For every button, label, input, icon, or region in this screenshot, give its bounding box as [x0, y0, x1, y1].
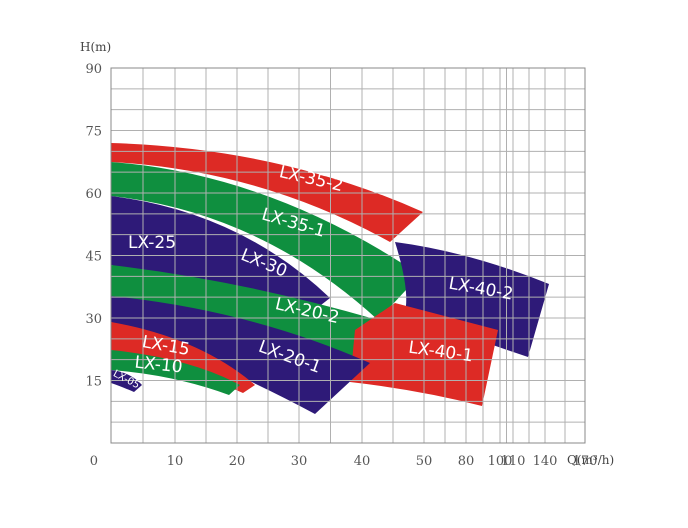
x-tick-label: 100: [488, 454, 513, 469]
y-axis-title: H(m): [80, 40, 111, 54]
band-lx-40-2: [395, 242, 549, 357]
y-tick-label: 15: [85, 375, 102, 390]
y-tick-label: 45: [85, 250, 102, 265]
x-axis-title: Q(m³/h): [567, 453, 614, 467]
band-lx-35-1: [111, 162, 420, 320]
band-label-lx-25: LX-25: [128, 233, 176, 253]
x-tick-label: 30: [291, 454, 308, 469]
y-tick-label: 75: [85, 125, 102, 140]
x-tick-label: 140: [533, 454, 558, 469]
grid-layer: [110, 67, 586, 444]
plot-frame: [110, 67, 586, 444]
x-tick-label: 50: [416, 454, 433, 469]
y-tick-label: 90: [85, 62, 102, 77]
y-tick-label: 60: [85, 187, 102, 202]
x-tick-label: 110: [501, 454, 526, 469]
band-label-lx-10: LX-10: [134, 353, 184, 378]
x-tick-label: 170: [573, 454, 598, 469]
band-lx-35-2: [111, 143, 423, 242]
x-origin-label: 0: [90, 454, 98, 469]
x-tick-label: 80: [458, 454, 475, 469]
band-lx-30: [111, 196, 330, 312]
x-tick-label: 40: [354, 454, 371, 469]
band-lx-20-1: [111, 296, 370, 414]
x-tick-label: 10: [167, 454, 184, 469]
x-tick-label: 20: [229, 454, 246, 469]
y-tick-label: 30: [85, 312, 102, 327]
